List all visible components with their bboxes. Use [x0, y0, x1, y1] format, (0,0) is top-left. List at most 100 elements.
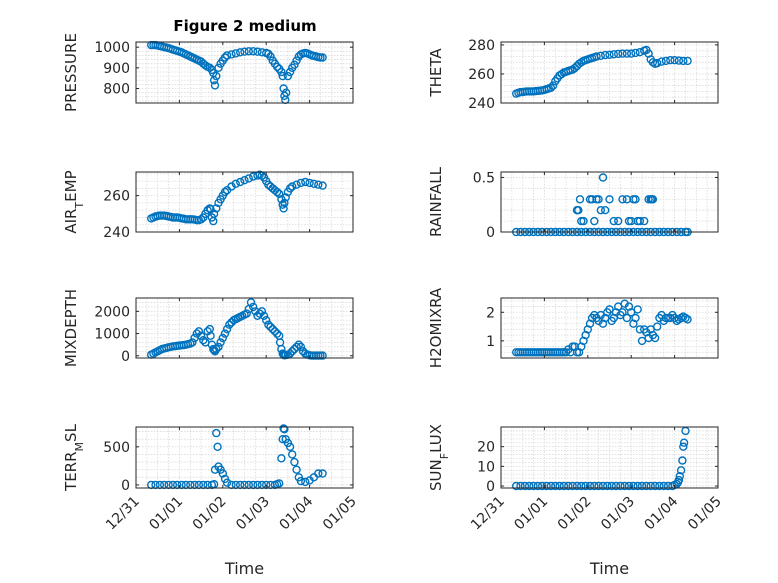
axes-border	[135, 297, 354, 359]
data-point	[257, 307, 267, 316]
data-point	[209, 76, 219, 85]
y-tick-label: 1000	[94, 327, 130, 343]
data-point	[216, 338, 225, 347]
x-tick-label: 01/04	[277, 493, 317, 533]
data-point	[248, 302, 258, 312]
data-point	[657, 57, 666, 66]
data-point	[546, 481, 556, 491]
x-tick-label: 01/02	[555, 494, 595, 534]
data-point	[288, 450, 297, 459]
data-point	[633, 481, 642, 491]
data-point	[225, 320, 234, 329]
data-point	[285, 442, 295, 451]
data-point	[622, 313, 632, 323]
y-tick-label: 1000	[94, 40, 130, 56]
data-point	[206, 331, 215, 340]
data-point	[609, 50, 618, 59]
data-point	[272, 187, 282, 197]
data-point	[266, 322, 275, 332]
data-point	[529, 481, 538, 491]
data-point	[683, 315, 692, 324]
data-point	[318, 351, 327, 360]
data-point	[631, 48, 640, 58]
data-point	[285, 184, 295, 193]
data-point	[577, 481, 586, 491]
data-point	[220, 329, 230, 338]
data-point	[214, 63, 223, 73]
axes-border	[500, 297, 719, 359]
data-point	[301, 477, 310, 487]
data-point	[248, 47, 258, 56]
data-point	[614, 49, 623, 59]
subplot-air-temp: 240 260 AIRTEMP	[62, 170, 354, 241]
y-tick-label: 10	[477, 459, 495, 475]
x-tick-label: 01/02	[190, 494, 230, 534]
data-point	[512, 481, 521, 491]
y-axis-label: AIRTEMP	[62, 170, 86, 233]
data-point	[192, 329, 202, 338]
data-point	[292, 56, 301, 65]
data-point	[288, 182, 297, 191]
x-tick-label: 01/01	[511, 494, 551, 534]
data-point	[227, 50, 236, 59]
data-point	[259, 311, 269, 320]
data-point	[277, 454, 286, 463]
data-point	[246, 298, 256, 307]
x-axis-label: Time	[224, 559, 264, 578]
data-point	[679, 438, 689, 447]
data-point	[296, 178, 306, 188]
data-point	[616, 481, 625, 491]
data-point	[227, 182, 236, 191]
y-tick-label: 900	[103, 61, 130, 77]
data-point	[579, 216, 588, 226]
data-point	[212, 344, 221, 354]
x-tick-label: 01/01	[146, 494, 186, 534]
data-series	[512, 426, 690, 491]
data-series	[512, 299, 692, 357]
data-point	[564, 481, 573, 491]
y-axis-label: TERRMSL	[62, 423, 86, 492]
data-point	[542, 481, 551, 491]
data-point	[213, 442, 222, 451]
data-point	[596, 51, 605, 60]
data-point	[214, 342, 223, 352]
data-point	[296, 342, 306, 352]
data-point	[222, 478, 232, 487]
data-point	[235, 48, 245, 57]
data-point	[594, 481, 603, 491]
data-point	[231, 179, 241, 189]
data-point	[678, 456, 687, 465]
x-axis-label: Time	[589, 559, 629, 578]
data-point	[280, 425, 289, 434]
data-point	[635, 216, 645, 226]
subplot-rainfall: 0 0.5 RAINFALL	[427, 166, 719, 241]
data-point	[290, 60, 299, 69]
data-point	[538, 481, 547, 491]
grid	[136, 172, 353, 232]
data-point	[268, 324, 277, 334]
data-point	[590, 216, 599, 226]
data-point	[294, 340, 303, 349]
grid	[501, 172, 718, 232]
data-point	[653, 58, 662, 68]
data-point	[659, 481, 668, 491]
y-axis-label: RAINFALL	[427, 166, 445, 237]
y-tick-label: 2000	[94, 304, 130, 320]
x-tick-label: 01/05	[685, 494, 725, 534]
data-point	[596, 205, 605, 215]
y-tick-label: 240	[103, 225, 130, 241]
data-point	[288, 347, 297, 356]
data-point	[674, 475, 684, 485]
data-point	[598, 481, 608, 491]
data-point	[570, 63, 579, 73]
data-point	[622, 49, 632, 58]
data-point	[280, 198, 289, 208]
data-point	[551, 481, 560, 491]
y-tick-label: 0.5	[473, 170, 495, 186]
data-point	[283, 71, 293, 81]
data-point	[318, 469, 327, 478]
y-tick-label: 0	[486, 225, 495, 241]
y-tick-label: 500	[103, 440, 130, 456]
data-point	[222, 324, 232, 334]
